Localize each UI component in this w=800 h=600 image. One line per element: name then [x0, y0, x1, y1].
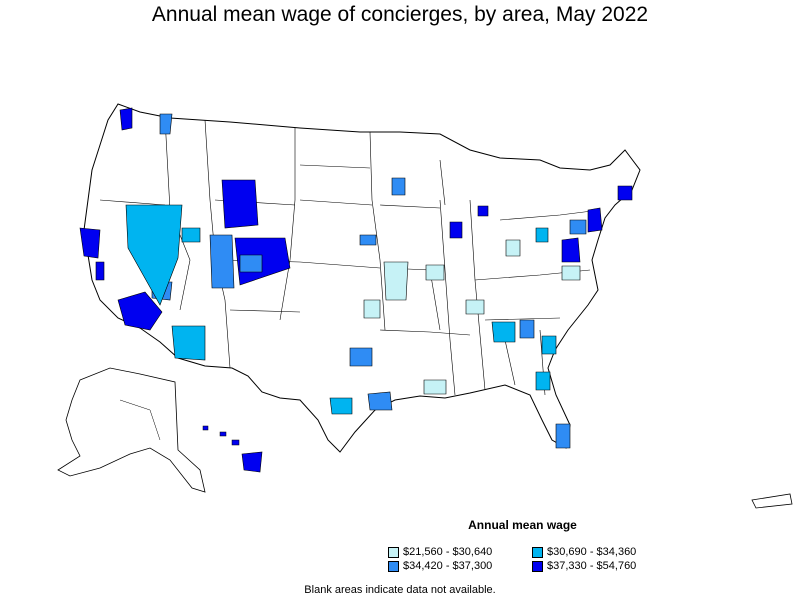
- hawaii-island-3: [231, 439, 240, 446]
- legend-item-2: $30,690 - $34,360: [532, 546, 636, 559]
- legend-label-1: $21,560 - $30,640: [403, 546, 493, 558]
- area-hawaii-big: [241, 451, 263, 473]
- puerto-rico-outline: [751, 493, 793, 509]
- legend-swatch-1: [388, 547, 399, 558]
- legend-item-3: $34,420 - $37,300: [388, 560, 492, 573]
- legend-swatch-4: [532, 561, 543, 572]
- area-missouri: [425, 264, 445, 281]
- area-chicago: [449, 221, 463, 239]
- legend-swatch-2: [532, 547, 543, 558]
- legend-label-4: $37,330 - $54,760: [547, 560, 637, 572]
- legend-item-1: $21,560 - $30,640: [388, 546, 492, 559]
- area-florida-west: [535, 371, 551, 391]
- area-california-south: [117, 291, 163, 331]
- legend-label-3: $34,420 - $37,300: [403, 560, 493, 572]
- hawaii-island-1: [202, 425, 209, 431]
- map-legend: Annual mean wage $21,560 - $30,640 $30,6…: [380, 518, 680, 578]
- legend-swatch-3: [388, 561, 399, 572]
- area-dc: [561, 237, 581, 263]
- area-carolinas: [491, 321, 516, 343]
- legend-label-2: $30,690 - $34,360: [547, 546, 637, 558]
- area-arizona: [171, 325, 206, 361]
- area-texas-central: [329, 397, 353, 415]
- area-kansas: [383, 261, 409, 301]
- area-houston: [367, 391, 393, 411]
- map-title: Annual mean wage of concierges, by area,…: [151, 3, 649, 26]
- alaska-outline: [57, 367, 206, 493]
- area-california-sf: [79, 227, 101, 259]
- hawaii-islands: [202, 425, 240, 446]
- area-washington-east: [159, 113, 173, 135]
- area-utah: [209, 234, 235, 289]
- area-detroit: [477, 205, 489, 217]
- area-nevada: [125, 204, 183, 306]
- area-colorado-south: [239, 254, 263, 273]
- area-kansas-city: [359, 234, 377, 246]
- area-boise: [181, 227, 201, 243]
- legend-title: Annual mean wage: [468, 518, 577, 532]
- hawaii-island-2: [219, 431, 227, 437]
- legend-item-4: $37,330 - $54,760: [532, 560, 636, 573]
- area-florida-south: [555, 423, 571, 449]
- area-pennsylvania: [569, 219, 587, 235]
- area-south-carolina: [541, 335, 557, 355]
- area-minneapolis: [391, 177, 406, 196]
- state-borders: [99, 117, 601, 396]
- area-boston: [617, 185, 633, 201]
- area-washington-seattle: [119, 107, 133, 131]
- area-georgia: [519, 319, 535, 339]
- area-tennessee: [465, 299, 485, 315]
- area-ohio: [535, 227, 549, 243]
- area-arkansas: [363, 299, 381, 319]
- area-kentucky: [505, 239, 521, 257]
- area-shapes: [79, 107, 633, 473]
- area-louisiana: [423, 379, 447, 395]
- area-colorado-central: [234, 237, 291, 286]
- area-oklahoma: [349, 347, 373, 367]
- area-nv-south-dark: [95, 261, 105, 281]
- area-wyoming-west: [221, 179, 259, 229]
- area-new-york: [587, 207, 603, 233]
- area-virginia: [561, 265, 581, 281]
- map-footnote: Blank areas indicate data not available.: [304, 584, 496, 596]
- alaska-inner-border: [119, 399, 161, 441]
